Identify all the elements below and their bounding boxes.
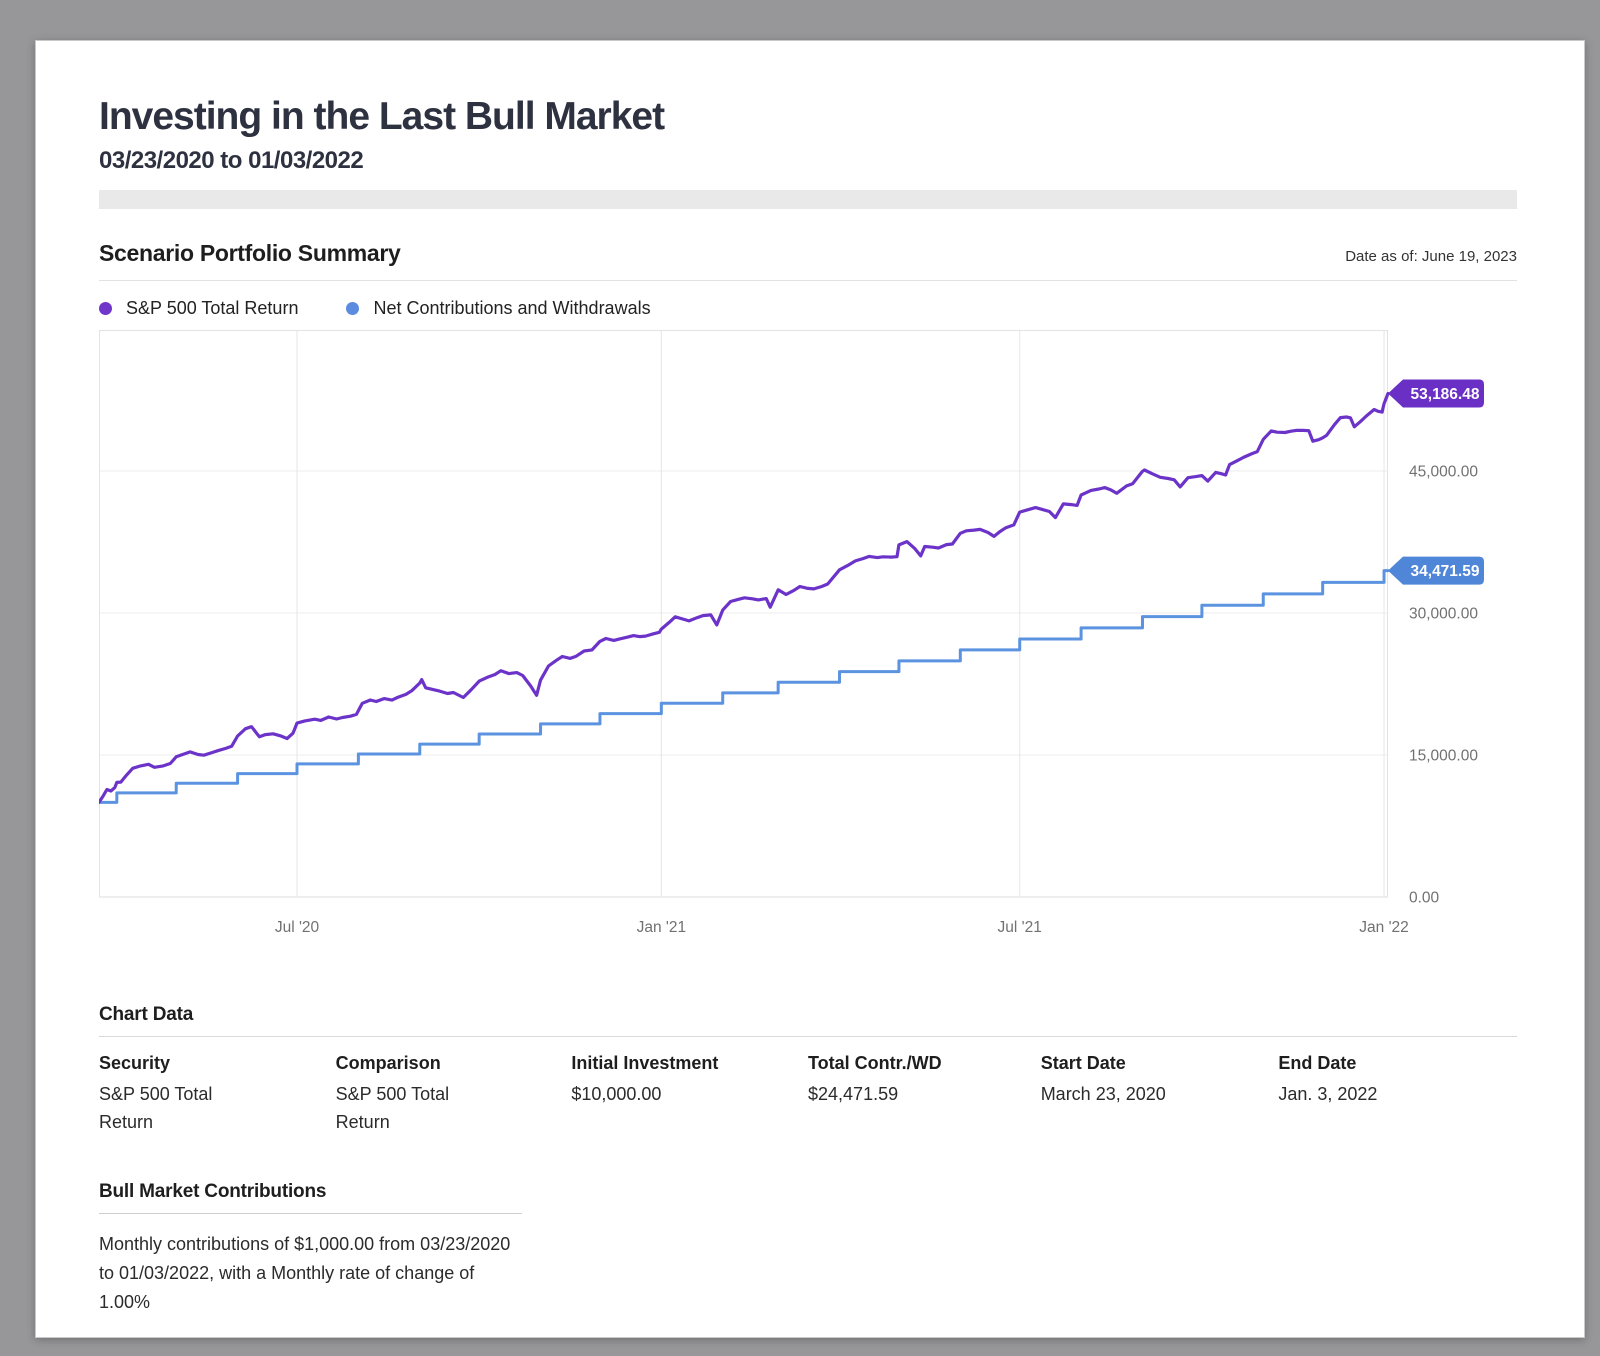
field-value: S&P 500 Total Return	[99, 1083, 213, 1132]
field-initial-investment: Initial Investment $10,000.00	[571, 1053, 808, 1137]
field-label: End Date	[1278, 1052, 1357, 1073]
sp500-legend-dot-icon	[99, 301, 112, 315]
page-title: Investing in the Last Bull Market	[99, 95, 665, 138]
legend-label: Net Contributions and Withdrawals	[373, 297, 651, 318]
x-axis-label: Jan '22	[1359, 919, 1409, 936]
y-axis-label: 15,000.00	[1409, 747, 1478, 764]
chart-data-heading: Chart Data	[99, 1003, 194, 1025]
sp500-end-value-tag	[1388, 379, 1484, 408]
field-value: March 23, 2020	[1040, 1083, 1166, 1104]
chart-data-row: Security S&P 500 Total Return Comparison…	[99, 1053, 1517, 1137]
report-page: Investing in the Last Bull Market 03/23/…	[35, 40, 1585, 1338]
contributions-text: Monthly contributions of $1,000.00 from …	[99, 1233, 511, 1313]
sp500-end-value-tag-label: 53,186.48	[1411, 386, 1480, 403]
plot-border	[99, 329, 1388, 897]
field-total-contr-wd: Total Contr./WD $24,471.59	[808, 1053, 1041, 1137]
legend-label: S&P 500 Total Return	[126, 297, 299, 318]
contributions-heading: Bull Market Contributions	[99, 1180, 327, 1202]
field-comparison: Comparison S&P 500 Total Return	[336, 1053, 572, 1137]
field-start-date: Start Date March 23, 2020	[1041, 1053, 1279, 1137]
contributions-end-value-tag-label: 34,471.59	[1411, 563, 1480, 580]
field-label: Start Date	[1040, 1052, 1126, 1073]
field-value: S&P 500 Total Return	[335, 1083, 450, 1132]
portfolio-line-chart: 45,000.00 30,000.00 15,000.00 0.00 Jul '20 Ja…	[97, 329, 1517, 957]
chart-data-divider	[99, 1035, 1517, 1037]
field-value: $24,471.59	[808, 1083, 899, 1104]
contributions-divider	[99, 1212, 522, 1214]
field-security: Security S&P 500 Total Return	[99, 1053, 336, 1137]
chart-legend: S&P 500 Total Return Net Contributions a…	[99, 298, 1517, 319]
field-value: $10,000.00	[571, 1083, 662, 1104]
contributions-series-line	[97, 569, 1390, 804]
field-label: Comparison	[335, 1052, 441, 1073]
chart-svg: 45,000.00 30,000.00 15,000.00 0.00 Jul '20 Ja…	[97, 329, 1484, 936]
legend-item-sp500: S&P 500 Total Return	[99, 298, 298, 319]
x-axis-label: Jul '21	[998, 919, 1042, 936]
section-divider-bar	[99, 189, 1517, 209]
x-axis-label: Jan '21	[637, 919, 687, 936]
summary-heading: Scenario Portfolio Summary	[99, 239, 401, 266]
y-axis-label: 45,000.00	[1409, 463, 1478, 480]
summary-header: Scenario Portfolio Summary Date as of: J…	[99, 240, 1517, 267]
contributions-legend-dot-icon	[346, 301, 360, 315]
x-axis-label: Jul '20	[275, 919, 320, 936]
field-value: Jan. 3, 2022	[1278, 1083, 1378, 1104]
field-label: Initial Investment	[571, 1052, 719, 1073]
sp500-series-line	[97, 391, 1390, 804]
field-label: Security	[99, 1052, 171, 1073]
legend-item-contributions: Net Contributions and Withdrawals	[346, 297, 651, 319]
y-axis-label: 0.00	[1409, 889, 1440, 906]
contributions-end-value-tag	[1388, 556, 1484, 585]
field-end-date: End Date Jan. 3, 2022	[1278, 1053, 1517, 1137]
field-label: Total Contr./WD	[808, 1052, 942, 1073]
date-as-of-label: Date as of: June 19, 2023	[1345, 247, 1517, 265]
y-axis-label: 30,000.00	[1409, 605, 1478, 622]
page-subtitle: 03/23/2020 to 01/03/2022	[99, 146, 364, 174]
summary-divider	[99, 279, 1517, 281]
